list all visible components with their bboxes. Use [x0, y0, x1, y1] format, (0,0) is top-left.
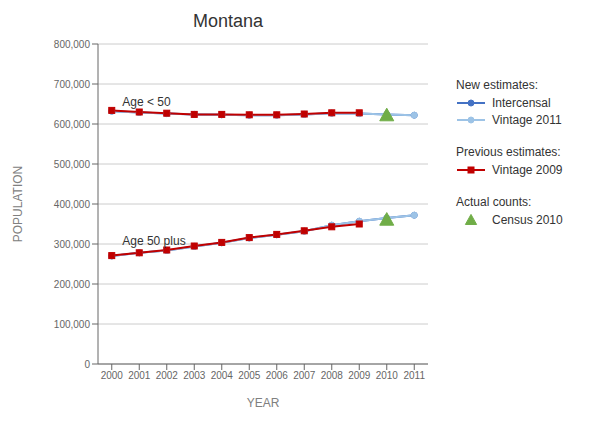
svg-text:2005: 2005 — [238, 370, 261, 381]
svg-text:2001: 2001 — [128, 370, 151, 381]
svg-text:200,000: 200,000 — [54, 279, 91, 290]
svg-text:500,000: 500,000 — [54, 159, 91, 170]
svg-text:2004: 2004 — [211, 370, 234, 381]
svg-text:400,000: 400,000 — [54, 199, 91, 210]
html-text:Montana: Montana — [193, 11, 263, 31]
svg-text:2000: 2000 — [101, 370, 124, 381]
svg-text:800,000: 800,000 — [54, 39, 91, 50]
svg-text:700,000: 700,000 — [54, 79, 91, 90]
svg-text:0: 0 — [84, 359, 90, 370]
svg-text:2009: 2009 — [348, 370, 371, 381]
svg-text:2002: 2002 — [156, 370, 179, 381]
html-text:Census 2010: Census 2010 — [492, 213, 563, 227]
svg-text:YEAR: YEAR — [247, 396, 280, 410]
svg-text:2010: 2010 — [376, 370, 399, 381]
html-text:Vintage 2011: Vintage 2011 — [492, 113, 562, 127]
svg-text:Age < 50: Age < 50 — [122, 95, 171, 109]
svg-text:600,000: 600,000 — [54, 119, 91, 130]
html-text:New estimates:: New estimates: — [456, 78, 538, 92]
html-text:Actual counts:: Actual counts: — [456, 195, 532, 209]
html-text:Vintage 2009: Vintage 2009 — [492, 163, 563, 177]
svg-text:2008: 2008 — [321, 370, 344, 381]
svg-text:2003: 2003 — [183, 370, 206, 381]
html-text:Intercensal: Intercensal — [492, 96, 551, 110]
svg-text:2006: 2006 — [266, 370, 289, 381]
svg-text:2011: 2011 — [403, 370, 425, 381]
svg-text:100,000: 100,000 — [54, 319, 91, 330]
svg-text:Age 50 plus: Age 50 plus — [122, 234, 185, 248]
html-text:Previous estimates:: Previous estimates: — [456, 145, 561, 159]
svg-text:POPULATION: POPULATION — [11, 166, 25, 242]
svg-text:300,000: 300,000 — [54, 239, 91, 250]
svg-text:2007: 2007 — [293, 370, 316, 381]
